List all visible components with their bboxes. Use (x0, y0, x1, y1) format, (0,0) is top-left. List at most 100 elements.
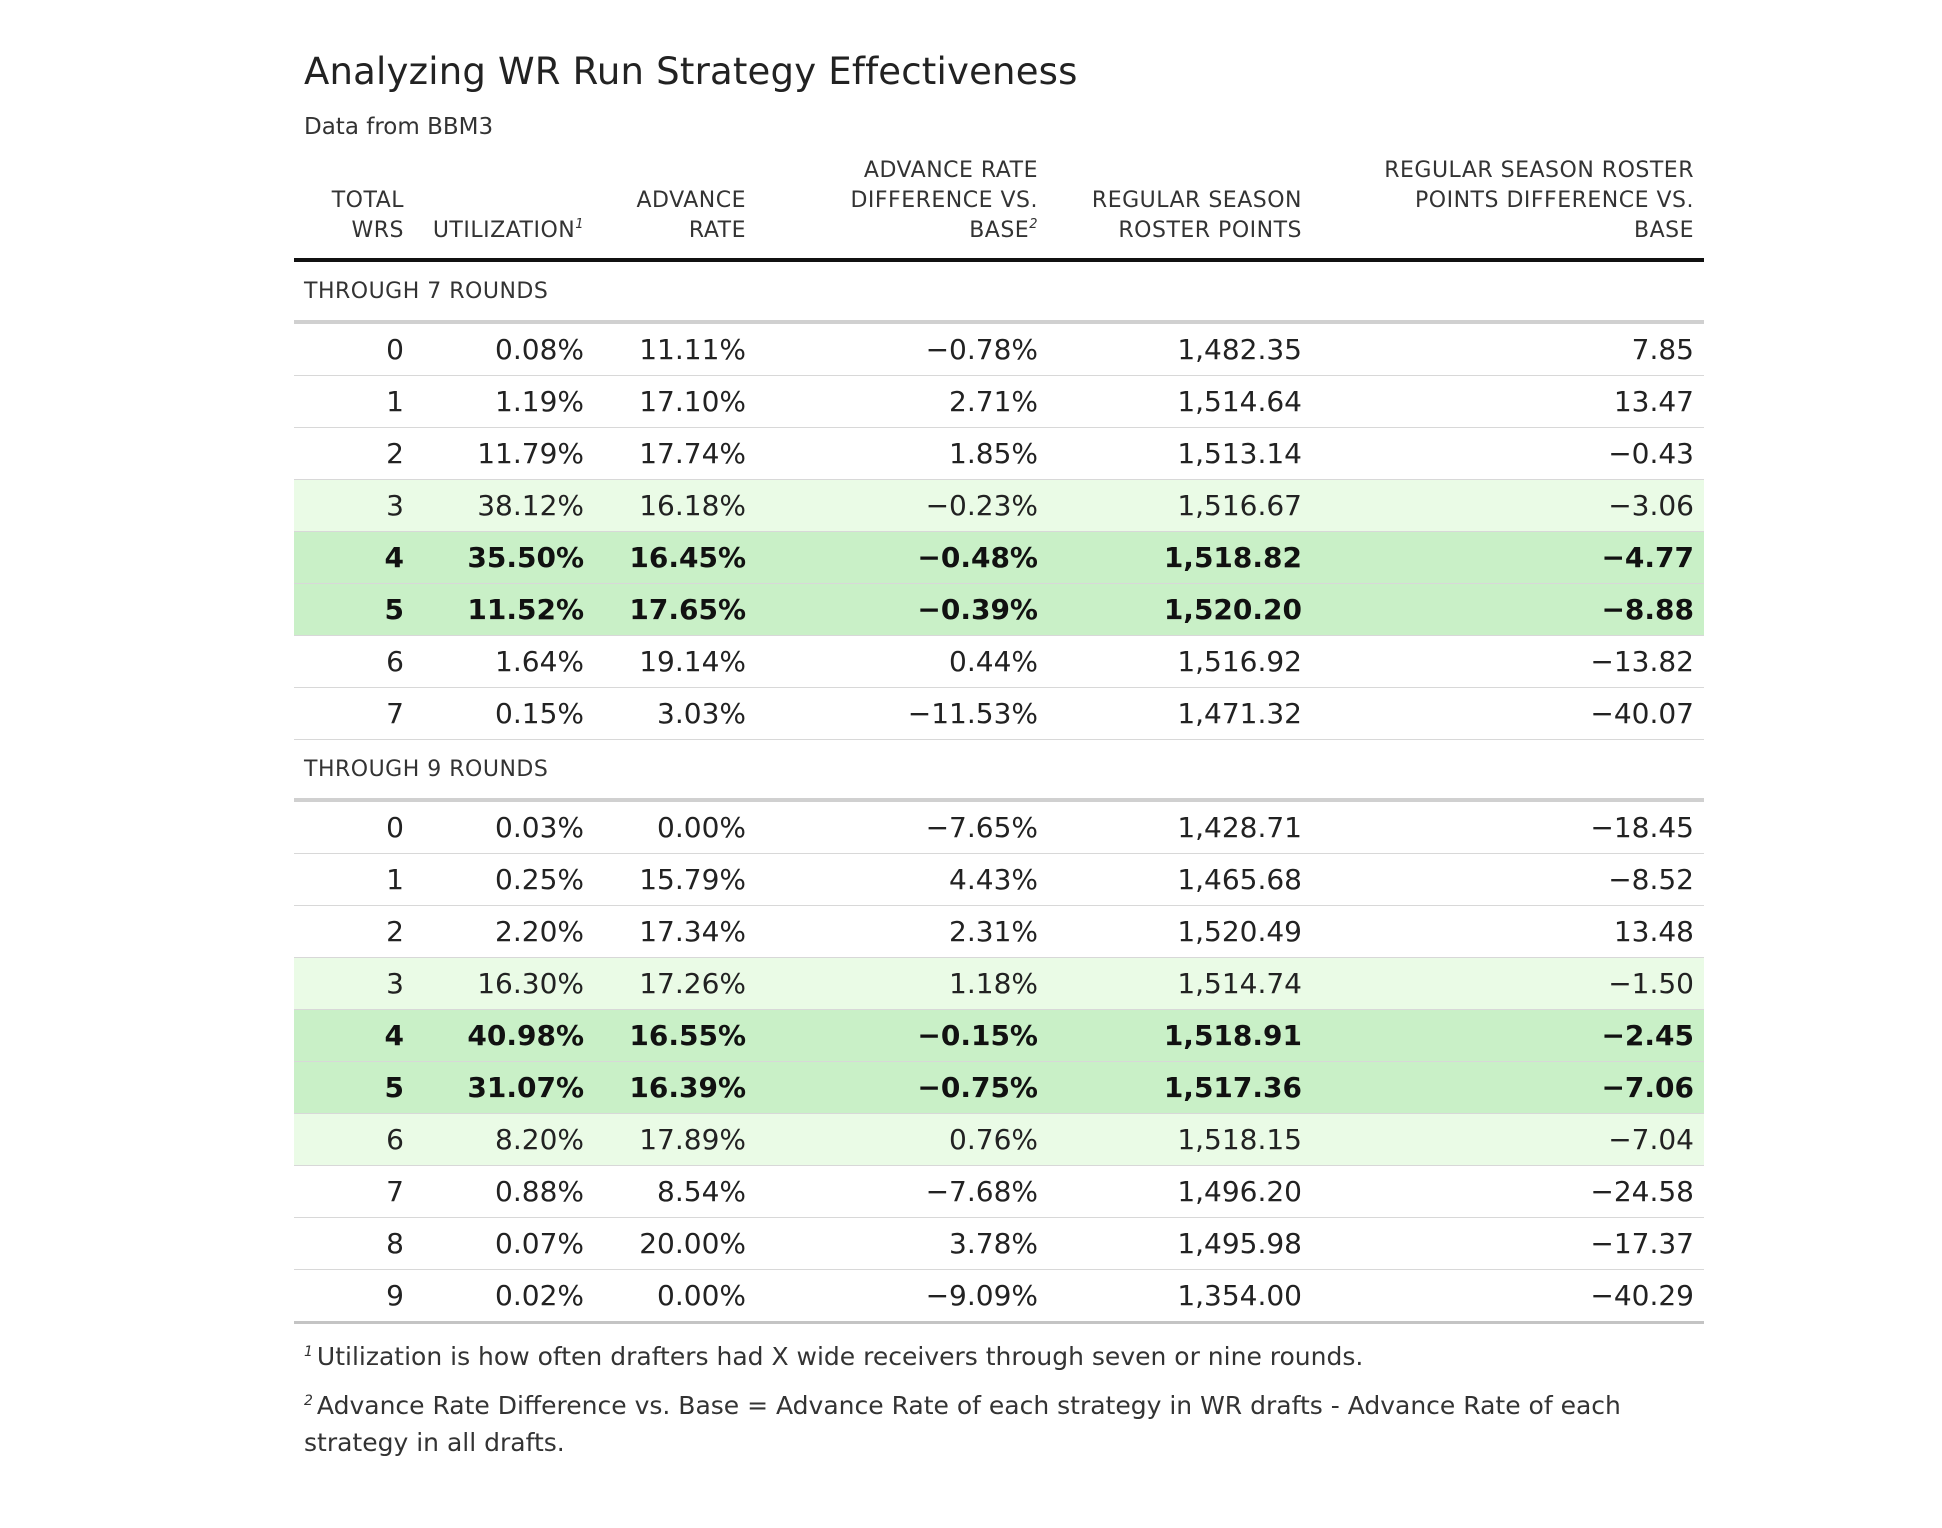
cell-utilization: 8.20% (414, 1113, 594, 1166)
cell-advance-rate-diff: 1.18% (756, 957, 1048, 1010)
cell-utilization: 2.20% (414, 905, 594, 958)
group-row: THROUGH 9 ROUNDS (294, 739, 1704, 802)
cell-roster-points-diff: −2.45 (1312, 1009, 1704, 1062)
cell-advance-rate-diff: −0.23% (756, 479, 1048, 532)
column-header-line: ADVANCE RATE (863, 158, 1038, 183)
column-header-line: ROSTER POINTS (1118, 218, 1302, 243)
table-row: 0 0.08% 11.11% −0.78% 1,482.35 7.85 (294, 322, 1704, 376)
column-header-line: WRS (351, 218, 404, 243)
cell-advance-rate-diff: 3.78% (756, 1217, 1048, 1270)
cell-advance-rate-diff: −11.53% (756, 687, 1048, 740)
table-body: THROUGH 7 ROUNDS 0 0.08% 11.11% −0.78% 1,482.… (294, 260, 1704, 1324)
cell-total-wrs: 0 (294, 800, 414, 854)
column-header-line: POINTS DIFFERENCE VS. (1415, 188, 1694, 213)
column-header-line: TOTAL (331, 188, 404, 213)
cell-utilization: 0.03% (414, 800, 594, 854)
cell-total-wrs: 5 (294, 583, 414, 636)
cell-advance-rate: 0.00% (594, 1269, 756, 1324)
cell-advance-rate: 15.79% (594, 853, 756, 906)
cell-roster-points-diff: −40.07 (1312, 687, 1704, 740)
cell-advance-rate-diff: 1.85% (756, 427, 1048, 480)
cell-advance-rate: 3.03% (594, 687, 756, 740)
cell-advance-rate-diff: −0.48% (756, 531, 1048, 584)
table-row: 9 0.02% 0.00% −9.09% 1,354.00 −40.29 (294, 1269, 1704, 1324)
cell-roster-points: 1,516.92 (1048, 635, 1312, 688)
cell-total-wrs: 2 (294, 905, 414, 958)
cell-roster-points-diff: 13.47 (1312, 375, 1704, 428)
column-header-line: BASE (969, 218, 1030, 243)
table-row: 1 0.25% 15.79% 4.43% 1,465.68 −8.52 (294, 853, 1704, 906)
cell-total-wrs: 4 (294, 531, 414, 584)
cell-advance-rate: 17.74% (594, 427, 756, 480)
cell-advance-rate-diff: −9.09% (756, 1269, 1048, 1324)
table-row: 3 16.30% 17.26% 1.18% 1,514.74 −1.50 (294, 957, 1704, 1010)
table-figure: Analyzing WR Run Strategy Effectiveness … (294, 38, 1704, 1473)
cell-advance-rate-diff: 2.71% (756, 375, 1048, 428)
table-row: 7 0.15% 3.03% −11.53% 1,471.32 −40.07 (294, 687, 1704, 740)
table-row: 4 35.50% 16.45% −0.48% 1,518.82 −4.77 (294, 531, 1704, 584)
table-row: 7 0.88% 8.54% −7.68% 1,496.20 −24.58 (294, 1165, 1704, 1218)
cell-roster-points-diff: −24.58 (1312, 1165, 1704, 1218)
footnote-marker: 2 (1029, 217, 1038, 232)
cell-roster-points: 1,496.20 (1048, 1165, 1312, 1218)
table-row: 1 1.19% 17.10% 2.71% 1,514.64 13.47 (294, 375, 1704, 428)
table-row: 3 38.12% 16.18% −0.23% 1,516.67 −3.06 (294, 479, 1704, 532)
cell-advance-rate: 20.00% (594, 1217, 756, 1270)
cell-roster-points: 1,354.00 (1048, 1269, 1312, 1324)
cell-roster-points: 1,471.32 (1048, 687, 1312, 740)
cell-advance-rate: 0.00% (594, 800, 756, 854)
group-row: THROUGH 7 ROUNDS (294, 260, 1704, 324)
cell-advance-rate: 16.18% (594, 479, 756, 532)
table-row: 5 11.52% 17.65% −0.39% 1,520.20 −8.88 (294, 583, 1704, 636)
cell-advance-rate: 11.11% (594, 322, 756, 376)
cell-roster-points: 1,518.82 (1048, 531, 1312, 584)
footnote-text: Advance Rate Difference vs. Base = Advan… (304, 1391, 1621, 1457)
cell-utilization: 0.07% (414, 1217, 594, 1270)
cell-advance-rate-diff: −7.68% (756, 1165, 1048, 1218)
cell-advance-rate-diff: 0.76% (756, 1113, 1048, 1166)
cell-advance-rate: 17.26% (594, 957, 756, 1010)
cell-roster-points-diff: −40.29 (1312, 1269, 1704, 1324)
footnote-marker: 1 (575, 217, 584, 232)
footnote-marker: 2 (304, 1393, 313, 1409)
cell-utilization: 0.15% (414, 687, 594, 740)
column-header-line: UTILIZATION (432, 218, 576, 243)
cell-advance-rate: 17.10% (594, 375, 756, 428)
column-header-utilization: UTILIZATION1 (414, 156, 594, 262)
cell-roster-points: 1,516.67 (1048, 479, 1312, 532)
cell-total-wrs: 3 (294, 957, 414, 1010)
table-row: 2 2.20% 17.34% 2.31% 1,520.49 13.48 (294, 905, 1704, 958)
cell-total-wrs: 2 (294, 427, 414, 480)
column-header-roster-points: REGULAR SEASON ROSTER POINTS (1048, 156, 1312, 262)
column-header-line: DIFFERENCE VS. (850, 188, 1038, 213)
group-label: THROUGH 9 ROUNDS (294, 739, 1704, 802)
cell-total-wrs: 8 (294, 1217, 414, 1270)
table-row: 2 11.79% 17.74% 1.85% 1,513.14 −0.43 (294, 427, 1704, 480)
cell-utilization: 11.79% (414, 427, 594, 480)
cell-roster-points: 1,465.68 (1048, 853, 1312, 906)
column-header-roster-points-diff: REGULAR SEASON ROSTER POINTS DIFFERENCE V… (1312, 156, 1704, 262)
table-header-row: TOTAL WRS UTILIZATION1 ADVANCE RATE ADVANCE R… (294, 156, 1704, 262)
cell-utilization: 0.88% (414, 1165, 594, 1218)
cell-advance-rate: 8.54% (594, 1165, 756, 1218)
data-table: TOTAL WRS UTILIZATION1 ADVANCE RATE ADVANCE R… (294, 156, 1704, 1324)
cell-roster-points-diff: −17.37 (1312, 1217, 1704, 1270)
cell-utilization: 40.98% (414, 1009, 594, 1062)
cell-roster-points-diff: −0.43 (1312, 427, 1704, 480)
column-header-line: ADVANCE (636, 188, 746, 213)
cell-roster-points-diff: −4.77 (1312, 531, 1704, 584)
column-header-line: REGULAR SEASON ROSTER (1384, 158, 1694, 183)
cell-total-wrs: 1 (294, 853, 414, 906)
cell-roster-points-diff: −7.04 (1312, 1113, 1704, 1166)
cell-advance-rate: 16.55% (594, 1009, 756, 1062)
cell-roster-points: 1,495.98 (1048, 1217, 1312, 1270)
footnote-2: 2 Advance Rate Difference vs. Base = Adva… (304, 1387, 1704, 1461)
cell-utilization: 0.02% (414, 1269, 594, 1324)
cell-roster-points: 1,518.91 (1048, 1009, 1312, 1062)
cell-advance-rate: 16.39% (594, 1061, 756, 1114)
table-row: 0 0.03% 0.00% −7.65% 1,428.71 −18.45 (294, 800, 1704, 854)
cell-roster-points-diff: −13.82 (1312, 635, 1704, 688)
cell-roster-points: 1,513.14 (1048, 427, 1312, 480)
cell-utilization: 35.50% (414, 531, 594, 584)
cell-roster-points-diff: −3.06 (1312, 479, 1704, 532)
